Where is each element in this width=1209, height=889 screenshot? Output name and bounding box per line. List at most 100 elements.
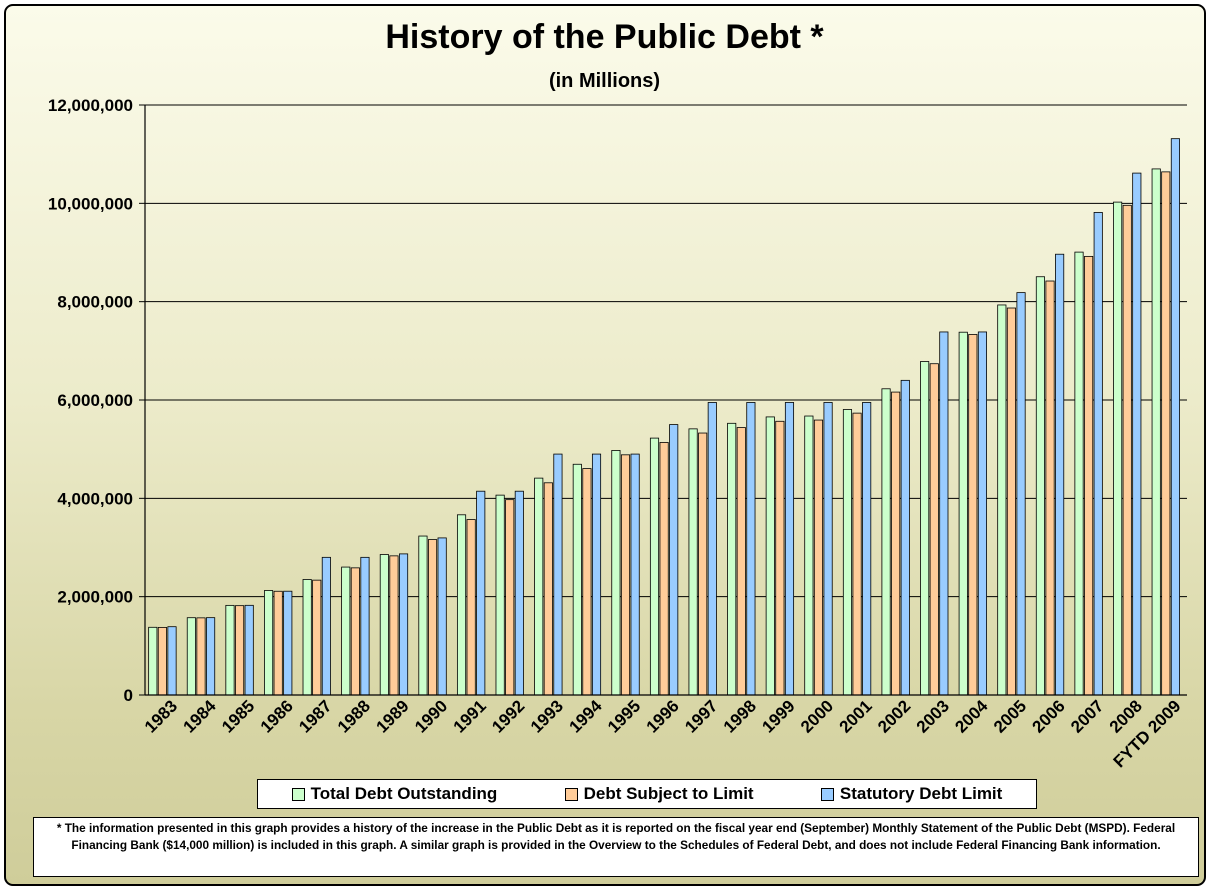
bar-debt-subject-to-limit — [466, 519, 476, 696]
bar-debt-subject-to-limit — [1161, 171, 1171, 696]
x-tick-label: 2003 — [913, 696, 953, 736]
bar-debt-subject-to-limit — [196, 617, 206, 696]
legend-item-debt-subject: Debt Subject to Limit — [564, 784, 754, 804]
bar-total-debt-outstanding — [534, 477, 544, 696]
y-tick-label: 8,000,000 — [57, 293, 133, 312]
bar-debt-subject-to-limit — [929, 363, 939, 696]
bar-total-debt-outstanding — [842, 409, 853, 696]
chart-footnote: * The information presented in this grap… — [33, 817, 1199, 877]
bar-statutory-debt-limit — [1093, 212, 1103, 696]
bar-debt-subject-to-limit — [736, 427, 746, 696]
legend-swatch-statutory-limit — [820, 787, 834, 801]
bar-debt-subject-to-limit — [968, 334, 978, 696]
x-tick-label: 1992 — [488, 696, 528, 736]
bar-total-debt-outstanding — [148, 626, 158, 696]
bar-debt-subject-to-limit — [813, 419, 824, 696]
x-tick-label: 1993 — [527, 696, 567, 736]
legend-label-statutory-limit: Statutory Debt Limit — [839, 784, 1003, 803]
bar-total-debt-outstanding — [1074, 251, 1084, 696]
bar-statutory-debt-limit — [283, 590, 293, 696]
y-tick-label: 0 — [124, 686, 133, 705]
bar-debt-subject-to-limit — [1122, 204, 1132, 696]
bar-total-debt-outstanding — [611, 450, 621, 696]
bar-total-debt-outstanding — [495, 494, 505, 696]
legend-item-total-debt: Total Debt Outstanding — [291, 784, 498, 804]
bar-statutory-debt-limit — [823, 402, 833, 696]
bar-statutory-debt-limit — [977, 331, 987, 696]
bar-statutory-debt-limit — [669, 424, 679, 696]
bar-statutory-debt-limit — [1055, 253, 1065, 696]
bar-total-debt-outstanding — [649, 437, 660, 696]
x-tick-label: 1995 — [604, 696, 644, 736]
x-tick-label: 1990 — [411, 696, 451, 736]
x-tick-label: 1988 — [334, 696, 374, 736]
legend-swatch-total-debt — [291, 787, 305, 801]
bar-total-debt-outstanding — [572, 463, 582, 696]
bar-statutory-debt-limit — [784, 402, 795, 696]
legend-label-debt-subject: Debt Subject to Limit — [583, 784, 754, 803]
y-tick-label: 4,000,000 — [57, 489, 133, 508]
x-tick-label: 2000 — [797, 696, 837, 736]
bar-debt-subject-to-limit — [1084, 255, 1094, 696]
bar-debt-subject-to-limit — [1006, 307, 1016, 696]
bar-total-debt-outstanding — [1151, 168, 1161, 696]
bar-statutory-debt-limit — [514, 490, 524, 696]
bar-total-debt-outstanding — [379, 554, 389, 696]
bar-statutory-debt-limit — [399, 553, 409, 696]
x-tick-label: 1989 — [372, 696, 412, 736]
bar-debt-subject-to-limit — [1045, 280, 1055, 696]
bar-statutory-debt-limit — [206, 617, 216, 696]
bar-total-debt-outstanding — [1113, 201, 1123, 696]
y-tick-label: 12,000,000 — [48, 96, 133, 115]
bar-debt-subject-to-limit — [389, 555, 399, 696]
bar-statutory-debt-limit — [1132, 172, 1142, 696]
bar-total-debt-outstanding — [225, 604, 235, 696]
bar-total-debt-outstanding — [302, 579, 312, 696]
bar-statutory-debt-limit — [476, 490, 486, 696]
bar-statutory-debt-limit — [244, 604, 254, 696]
bar-total-debt-outstanding — [765, 416, 775, 696]
bar-statutory-debt-limit — [862, 402, 872, 696]
x-tick-label: 2004 — [951, 696, 992, 737]
chart-subtitle: (in Millions) — [548, 70, 661, 92]
bar-statutory-debt-limit — [553, 453, 563, 696]
bar-debt-subject-to-limit — [427, 539, 438, 696]
bar-total-debt-outstanding — [186, 617, 196, 696]
bar-debt-subject-to-limit — [698, 432, 708, 696]
x-tick-label: 1997 — [681, 696, 721, 736]
bar-debt-subject-to-limit — [852, 412, 862, 696]
x-tick-label: 1985 — [218, 696, 258, 736]
bar-statutory-debt-limit — [591, 453, 602, 696]
x-tick-label: 1996 — [643, 696, 683, 736]
bar-debt-subject-to-limit — [543, 482, 553, 696]
bar-debt-subject-to-limit — [505, 499, 515, 696]
bar-total-debt-outstanding — [456, 514, 467, 696]
bar-statutory-debt-limit — [939, 331, 949, 696]
bar-total-debt-outstanding — [264, 590, 274, 696]
y-tick-label: 10,000,000 — [48, 194, 133, 213]
chart-legend: Total Debt Outstanding Debt Subject to L… — [257, 779, 1037, 809]
bar-debt-subject-to-limit — [235, 605, 245, 696]
x-tick-label: 2001 — [836, 696, 876, 736]
x-tick-label: 1994 — [565, 696, 606, 737]
bar-debt-subject-to-limit — [312, 579, 322, 696]
bar-debt-subject-to-limit — [273, 590, 283, 696]
x-tick-label: 2002 — [874, 696, 914, 736]
bar-statutory-debt-limit — [746, 402, 756, 696]
x-tick-label: 2007 — [1067, 696, 1107, 736]
x-tick-label: 2006 — [1029, 696, 1069, 736]
x-tick-label: 1999 — [758, 696, 798, 736]
chart-title: History of the Public Debt * — [385, 18, 824, 56]
bar-total-debt-outstanding — [881, 388, 891, 696]
bar-statutory-debt-limit — [360, 556, 370, 696]
legend-label-total-debt: Total Debt Outstanding — [310, 784, 498, 803]
x-tick-label: 1984 — [180, 696, 221, 737]
bar-debt-subject-to-limit — [350, 567, 360, 696]
bar-debt-subject-to-limit — [891, 391, 901, 696]
bar-statutory-debt-limit — [1170, 138, 1180, 696]
legend-swatch-debt-subject — [564, 787, 578, 801]
x-tick-label: 1987 — [295, 696, 335, 736]
x-tick-label: 1991 — [450, 696, 490, 736]
x-tick-label: 1983 — [141, 696, 181, 736]
